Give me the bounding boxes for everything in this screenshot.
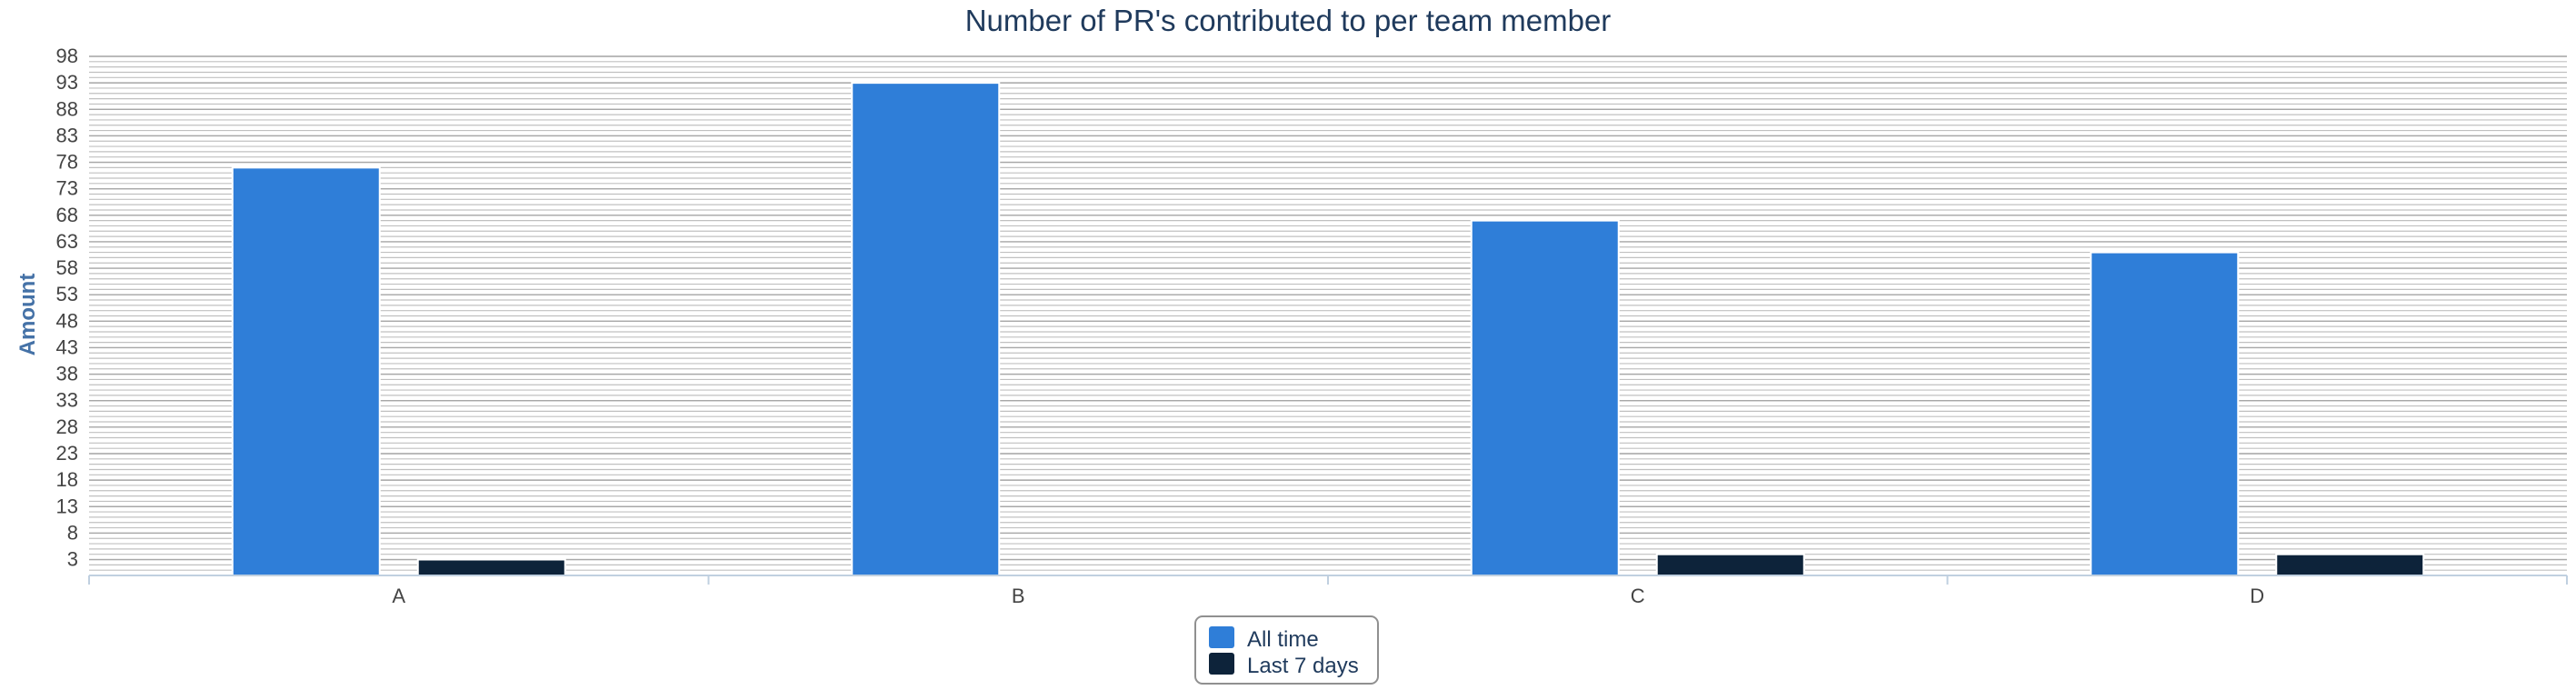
y-tick-label: 83 [56, 124, 78, 146]
bar-last-7-days-C[interactable] [1655, 553, 1805, 576]
y-tick-label: 78 [56, 151, 78, 174]
y-tick-label: 98 [56, 45, 78, 67]
y-tick-label: 23 [56, 442, 78, 465]
y-tick-label: 33 [56, 389, 78, 412]
y-tick-label: 88 [56, 97, 78, 120]
y-tick-label: 68 [56, 204, 78, 226]
bar-last-7-days-D[interactable] [2275, 553, 2425, 576]
y-tick-label: 73 [56, 177, 78, 200]
y-tick-label: 28 [56, 415, 78, 438]
chart-title: Number of PR's contributed to per team m… [965, 4, 1612, 37]
bar-all-time-B[interactable] [851, 82, 1001, 577]
legend-box [1194, 615, 1379, 685]
y-tick-label: 53 [56, 283, 78, 305]
y-tick-label: 48 [56, 309, 78, 332]
legend-label-all-time[interactable]: All time [1247, 627, 1319, 652]
bar-all-time-C[interactable] [1470, 219, 1620, 577]
y-tick-label: 3 [67, 548, 78, 571]
y-tick-label: 58 [56, 256, 78, 279]
x-tick-label: B [1012, 585, 1025, 607]
bar-all-time-A[interactable] [231, 166, 381, 576]
y-tick-label: 8 [67, 521, 78, 544]
y-tick-label: 13 [56, 495, 78, 517]
x-axis: A B C D [88, 575, 2568, 607]
bar-last-7-days-A[interactable] [416, 558, 566, 576]
y-tick-label: 43 [56, 335, 78, 358]
bar-all-time-D[interactable] [2090, 251, 2240, 576]
x-tick-label: A [392, 585, 405, 607]
legend-swatch-last-7-days [1209, 653, 1234, 675]
x-tick-label: C [1631, 585, 1645, 607]
legend-swatch-all-time [1209, 626, 1234, 648]
y-axis-label: Amount [15, 274, 40, 356]
y-tick-label: 93 [56, 71, 78, 94]
legend[interactable]: All time Last 7 days [1194, 615, 1379, 685]
y-tick-label: 63 [56, 230, 78, 253]
y-tick-label: 38 [56, 363, 78, 385]
legend-label-last-7-days[interactable]: Last 7 days [1247, 654, 1359, 678]
y-tick-label: 18 [56, 468, 78, 491]
x-tick-label: D [2250, 585, 2264, 607]
